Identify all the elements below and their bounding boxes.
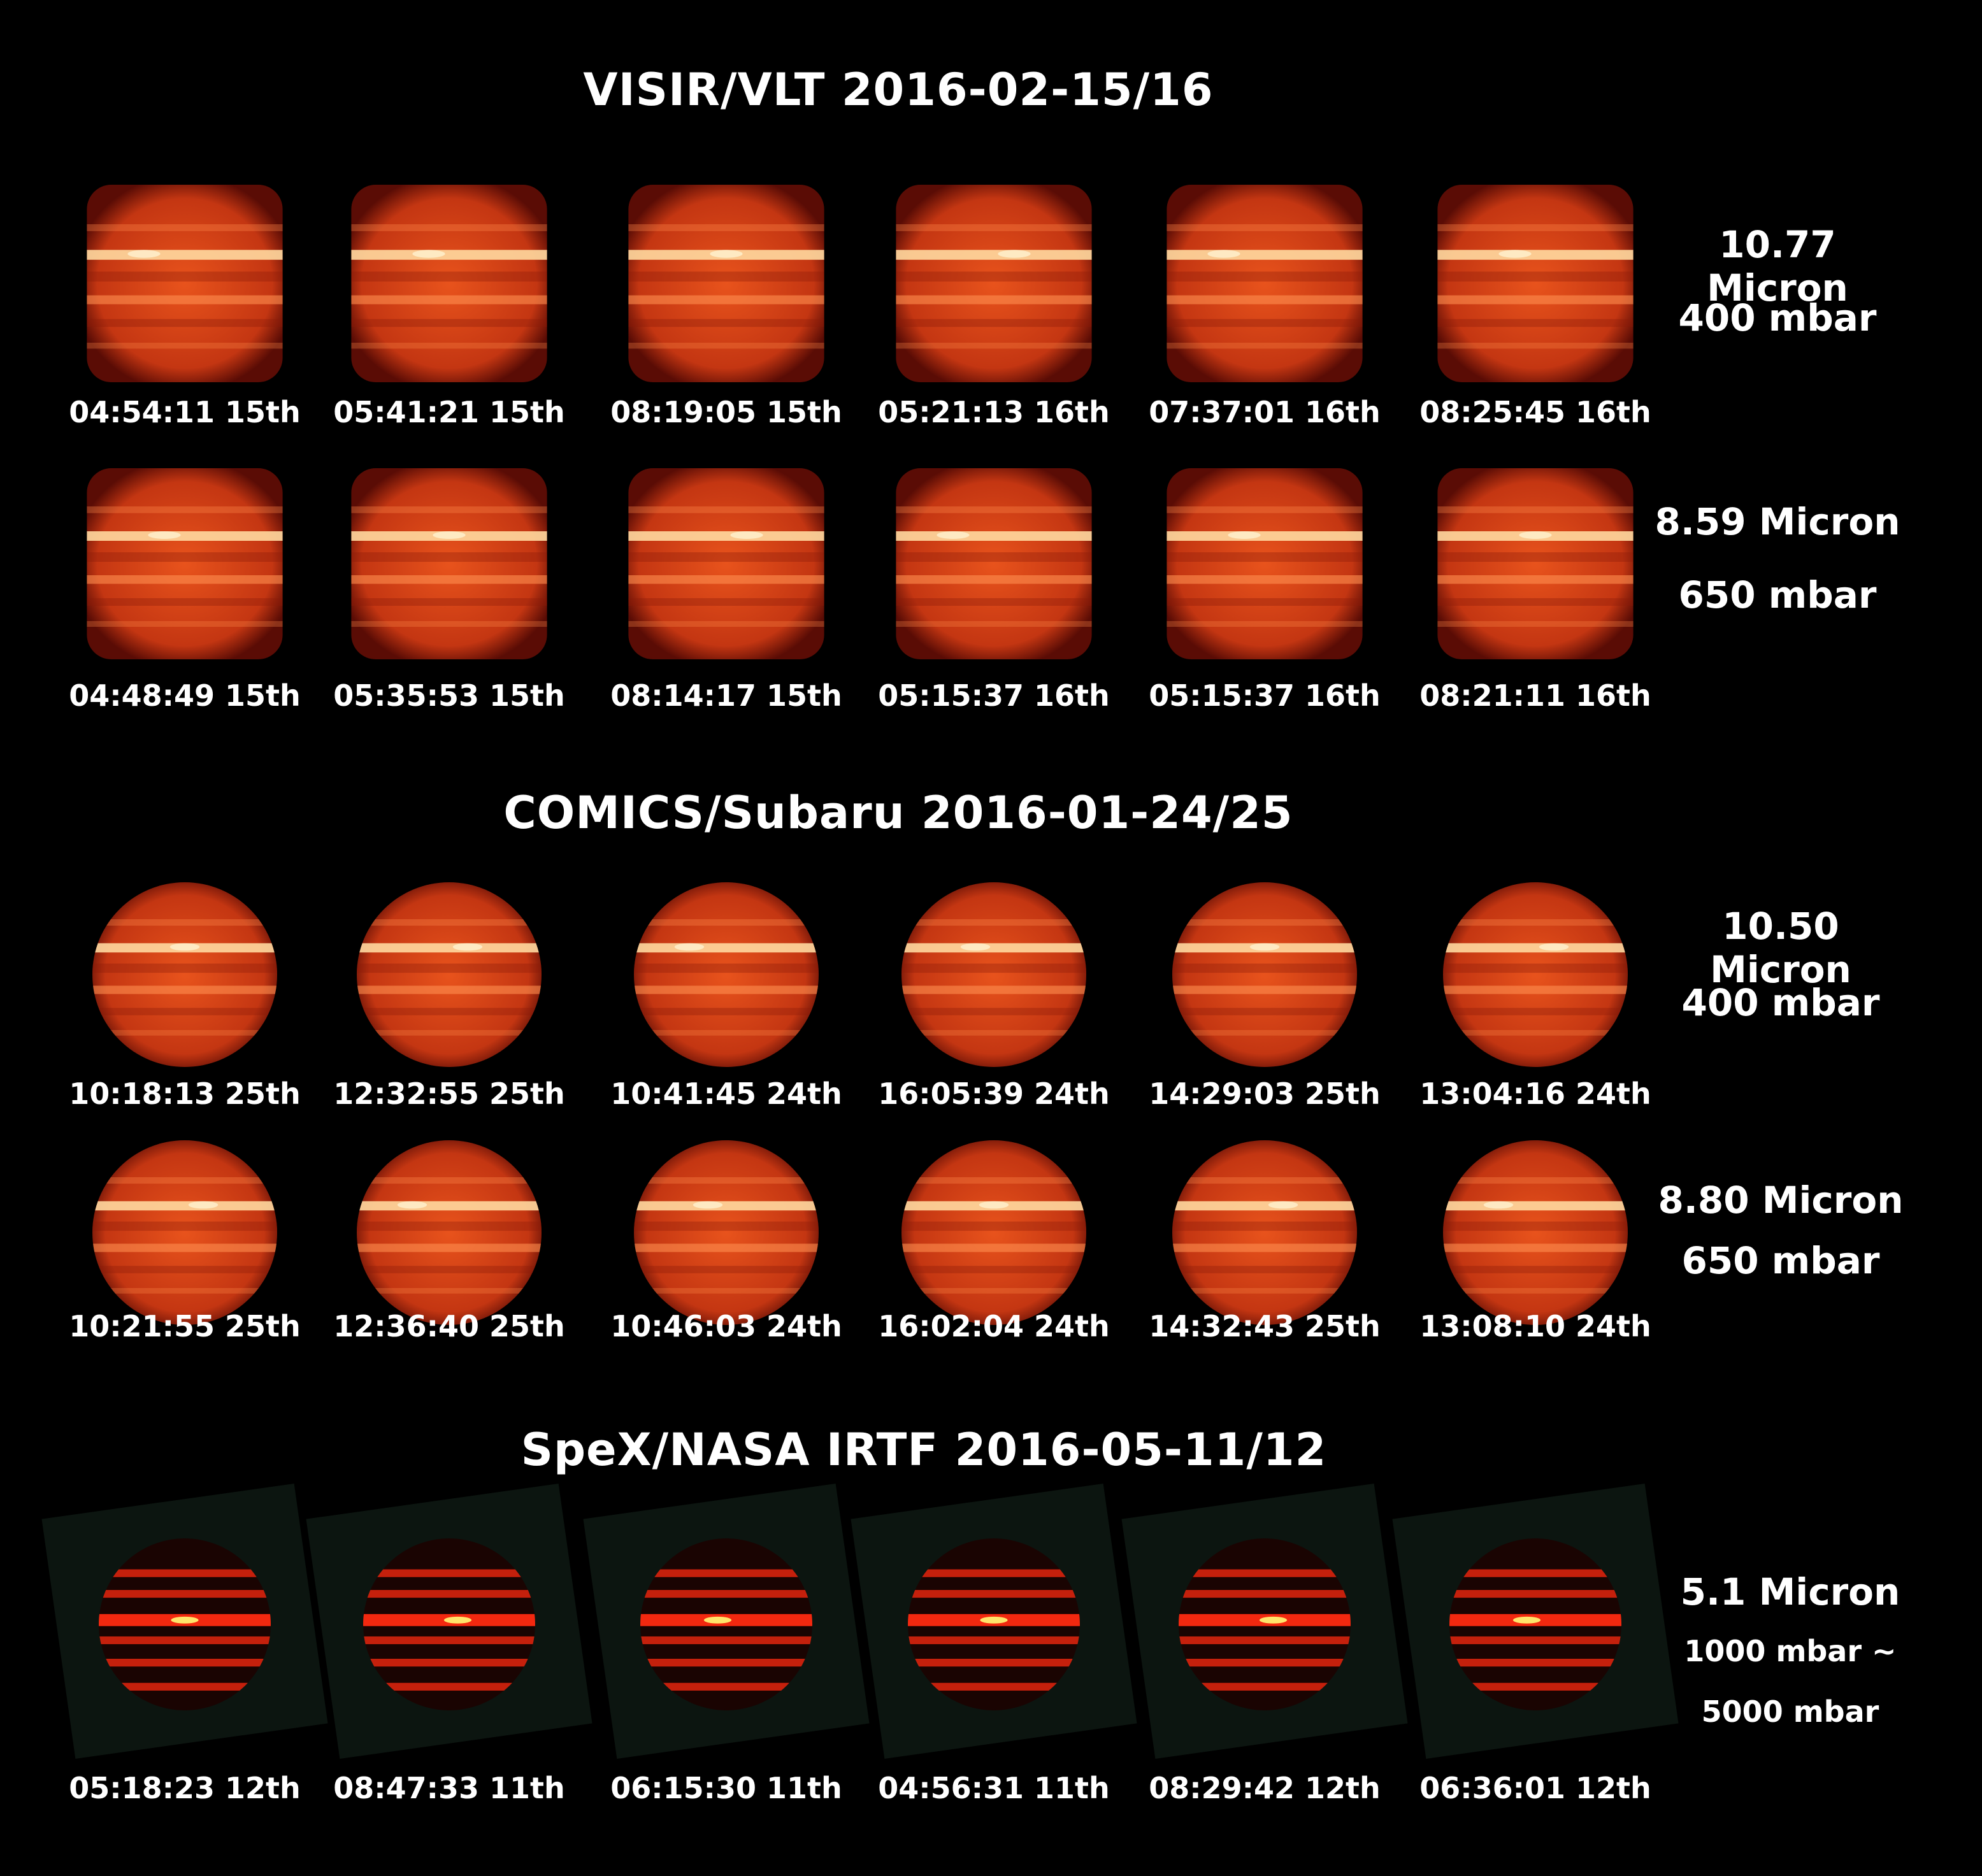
jupiter-image: [1163, 468, 1367, 659]
jupiter-image: [83, 185, 287, 382]
row-label-pressure: 5000 mbar: [1701, 1694, 1879, 1729]
timestamp-caption: 10:18:13 25th: [69, 1077, 301, 1111]
timestamp-caption: 12:36:40 25th: [333, 1309, 565, 1343]
jupiter-image: [1163, 185, 1367, 382]
jupiter-image: [624, 468, 828, 659]
timestamp-caption: 16:02:04 24th: [878, 1309, 1110, 1343]
jupiter-image: [634, 1140, 819, 1325]
timestamp-caption: 06:36:01 12th: [1419, 1771, 1651, 1805]
jupiter-image: [1172, 1140, 1357, 1325]
section-title-spex: SpeX/NASA IRTF 2016-05-11/12: [521, 1424, 1327, 1476]
row-label-pressure: 650 mbar: [1681, 1239, 1880, 1282]
row-label-pressure: 650 mbar: [1678, 573, 1877, 617]
jupiter-image: [1179, 1538, 1351, 1710]
timestamp-caption: 08:25:45 16th: [1419, 395, 1651, 429]
row-label-pressure: 400 mbar: [1681, 981, 1880, 1024]
timestamp-caption: 05:21:13 16th: [878, 395, 1110, 429]
jupiter-image: [1449, 1538, 1621, 1710]
timestamp-caption: 14:32:43 25th: [1149, 1309, 1381, 1343]
jupiter-image: [83, 468, 287, 659]
jupiter-image: [347, 185, 551, 382]
timestamp-caption: 05:15:37 16th: [1149, 678, 1381, 713]
timestamp-caption: 14:29:03 25th: [1149, 1077, 1381, 1111]
jupiter-image: [1172, 882, 1357, 1067]
jupiter-image: [901, 882, 1086, 1067]
timestamp-caption: 05:41:21 15th: [333, 395, 565, 429]
timestamp-caption: 08:21:11 16th: [1419, 678, 1651, 713]
timestamp-caption: 08:47:33 11th: [333, 1771, 565, 1805]
timestamp-caption: 13:08:10 24th: [1419, 1309, 1651, 1343]
jupiter-image: [92, 882, 277, 1067]
timestamp-caption: 13:04:16 24th: [1419, 1077, 1651, 1111]
section-title-visir: VISIR/VLT 2016-02-15/16: [583, 64, 1214, 116]
timestamp-caption: 10:21:55 25th: [69, 1309, 301, 1343]
timestamp-caption: 05:15:37 16th: [878, 678, 1110, 713]
jupiter-image: [634, 882, 819, 1067]
row-label-wavelength: 8.80 Micron: [1658, 1178, 1904, 1222]
jupiter-image: [892, 468, 1096, 659]
timestamp-caption: 04:48:49 15th: [69, 678, 301, 713]
row-label-pressure: 1000 mbar ~: [1684, 1634, 1897, 1668]
timestamp-caption: 08:29:42 12th: [1149, 1771, 1381, 1805]
section-title-comics: COMICS/Subaru 2016-01-24/25: [503, 787, 1293, 839]
row-label-wavelength: 10.50 Micron: [1710, 905, 1851, 991]
timestamp-caption: 16:05:39 24th: [878, 1077, 1110, 1111]
timestamp-caption: 10:46:03 24th: [610, 1309, 842, 1343]
jupiter-image: [99, 1538, 271, 1710]
jupiter-image: [357, 882, 542, 1067]
timestamp-caption: 10:41:45 24th: [610, 1077, 842, 1111]
jupiter-image: [363, 1538, 535, 1710]
timestamp-caption: 04:56:31 11th: [878, 1771, 1110, 1805]
timestamp-caption: 08:19:05 15th: [610, 395, 842, 429]
timestamp-caption: 04:54:11 15th: [69, 395, 301, 429]
timestamp-caption: 05:35:53 15th: [333, 678, 565, 713]
row-label-wavelength: 10.77 Micron: [1707, 223, 1848, 310]
row-label-pressure: 400 mbar: [1678, 296, 1877, 340]
jupiter-image: [1433, 185, 1637, 382]
jupiter-image: [347, 468, 551, 659]
jupiter-image: [1433, 468, 1637, 659]
jupiter-image: [1443, 882, 1628, 1067]
jupiter-image: [892, 185, 1096, 382]
row-label-wavelength: 8.59 Micron: [1655, 500, 1900, 543]
timestamp-caption: 06:15:30 11th: [610, 1771, 842, 1805]
jupiter-image: [908, 1538, 1080, 1710]
jupiter-image: [901, 1140, 1086, 1325]
jupiter-image: [92, 1140, 277, 1325]
jupiter-image: [1443, 1140, 1628, 1325]
timestamp-caption: 05:18:23 12th: [69, 1771, 301, 1805]
timestamp-caption: 08:14:17 15th: [610, 678, 842, 713]
jupiter-image: [357, 1140, 542, 1325]
timestamp-caption: 12:32:55 25th: [333, 1077, 565, 1111]
row-label-wavelength: 5.1 Micron: [1680, 1570, 1900, 1614]
jupiter-image: [640, 1538, 812, 1710]
jupiter-image: [624, 185, 828, 382]
timestamp-caption: 07:37:01 16th: [1149, 395, 1381, 429]
